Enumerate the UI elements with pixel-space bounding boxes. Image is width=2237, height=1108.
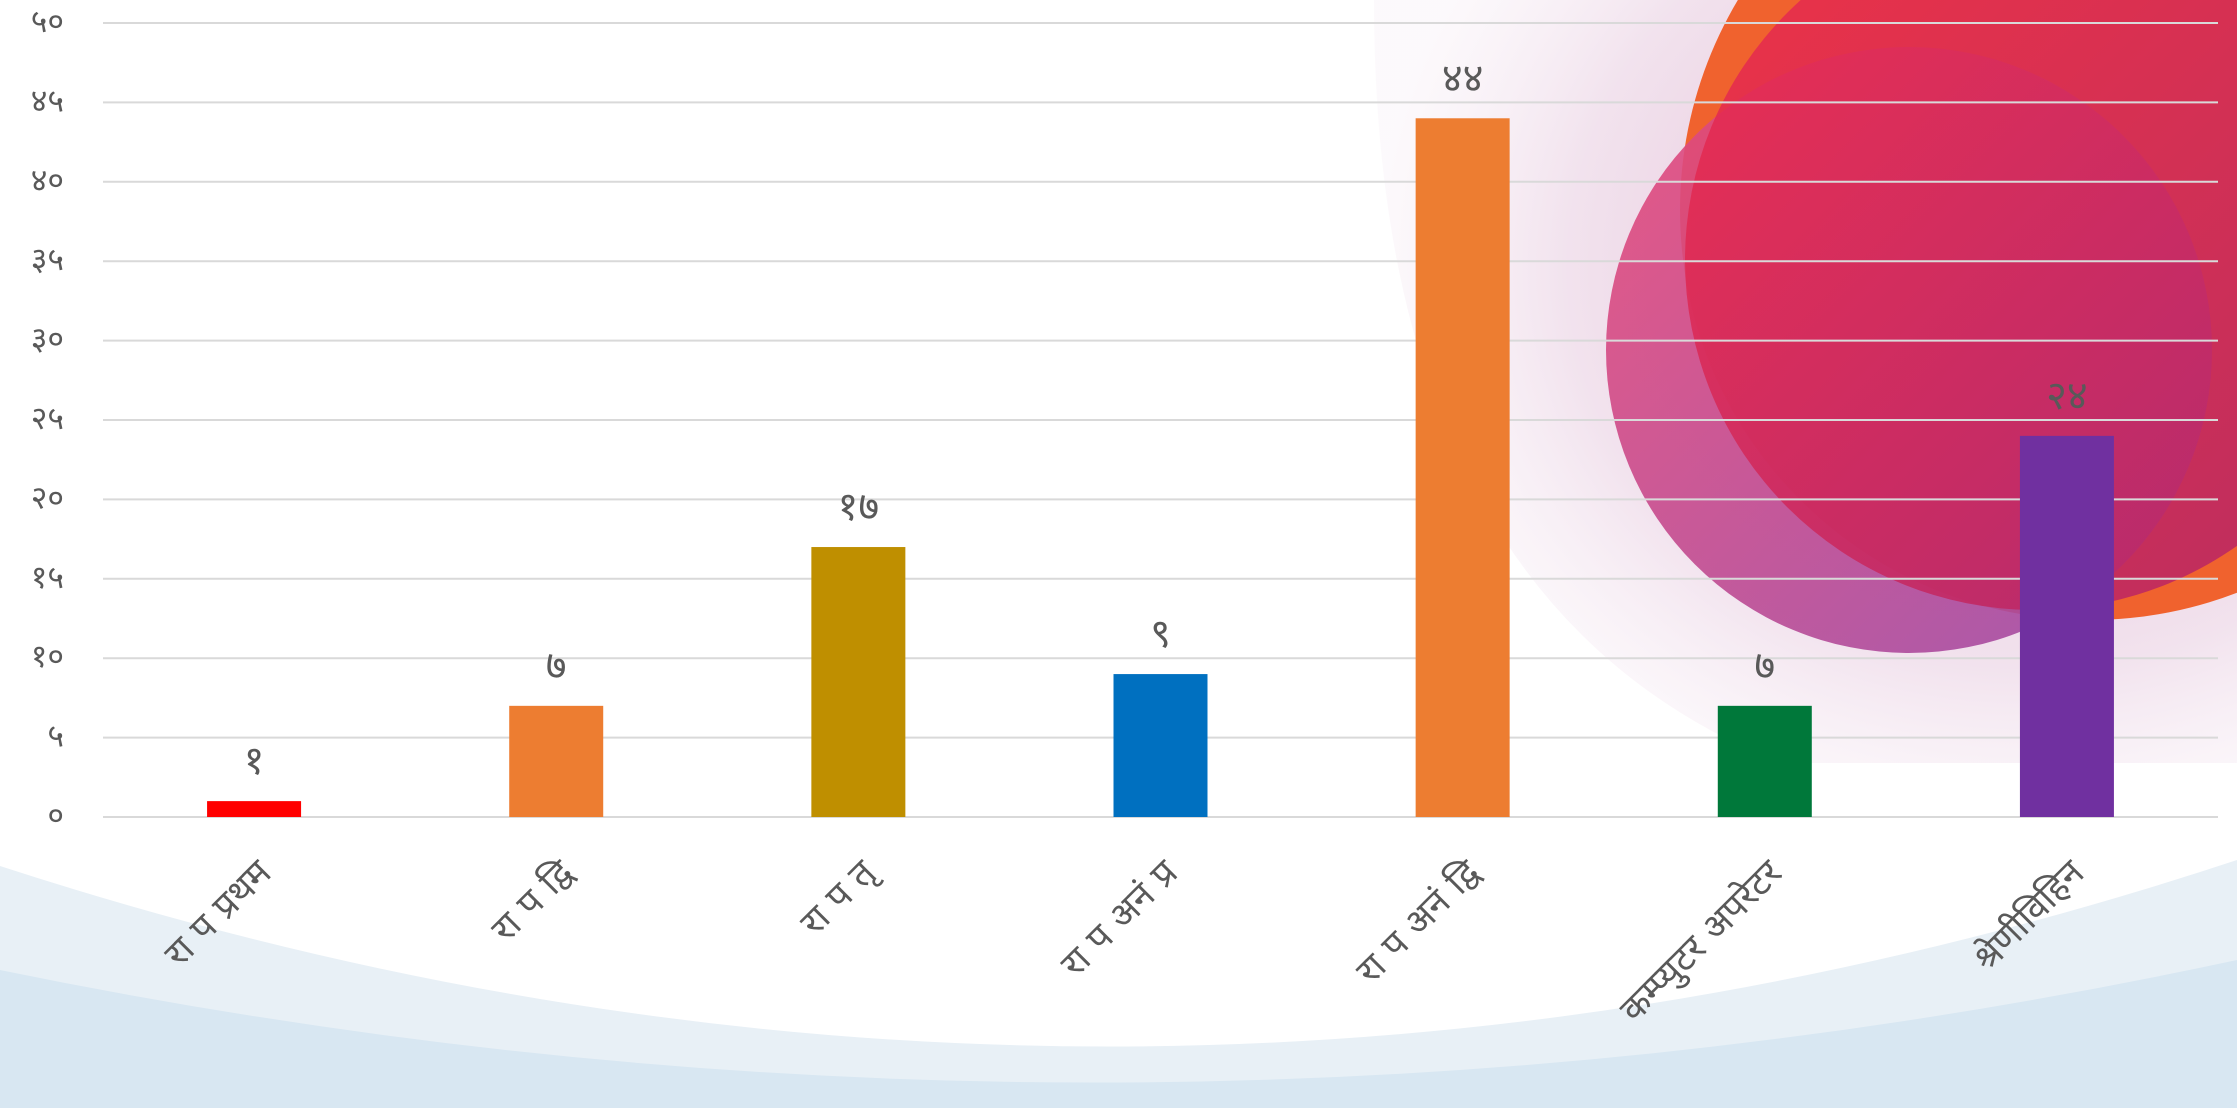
y-tick-label: ४५	[31, 81, 64, 119]
bar	[1114, 674, 1208, 817]
x-tick-label: रा प द्वि	[483, 851, 582, 950]
bar	[1718, 706, 1812, 817]
bar	[1416, 118, 1510, 817]
y-tick-label: ५०	[31, 2, 64, 40]
bar	[2020, 436, 2114, 817]
data-label: ४४	[1442, 55, 1484, 101]
data-label: ७	[546, 643, 567, 689]
y-tick-label: ०	[47, 796, 64, 834]
chart: ०५१०१५२०२५३०३५४०४५५०रा प प्रथम१रा प द्वि…	[0, 0, 2237, 1108]
data-label: ९	[1150, 611, 1171, 657]
data-label: १	[244, 738, 265, 784]
y-tick-label: १०	[31, 637, 64, 675]
x-tick-label: रा प अनं प्र	[1053, 852, 1186, 985]
y-tick-label: २०	[31, 478, 64, 516]
x-tick-label: रा प तृ	[793, 851, 886, 944]
y-tick-label: २५	[31, 399, 64, 437]
bar	[509, 706, 603, 817]
data-label: २४	[2046, 373, 2088, 419]
y-tick-label: ५	[47, 717, 64, 755]
y-tick-label: ४०	[31, 161, 64, 199]
y-tick-label: ३०	[31, 320, 64, 358]
bar	[811, 547, 905, 817]
y-tick-label: १५	[31, 558, 64, 596]
x-tick-label: रा प अनं द्वि	[1348, 851, 1489, 992]
data-label: १७	[838, 484, 880, 530]
y-tick-label: ३५	[31, 240, 64, 278]
bar	[207, 801, 301, 817]
data-label: ७	[1754, 643, 1775, 689]
